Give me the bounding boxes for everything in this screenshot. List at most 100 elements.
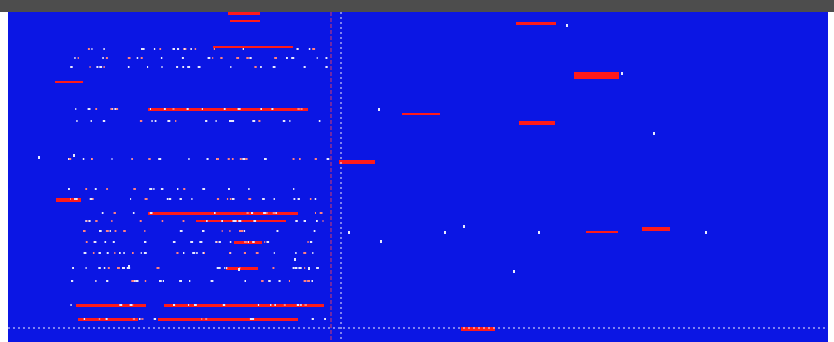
event-dot — [161, 220, 164, 222]
event-dot — [123, 230, 126, 232]
event-dot — [83, 318, 86, 320]
event-dot — [705, 231, 707, 234]
event-dot — [113, 212, 116, 214]
event-dot — [291, 57, 295, 59]
event-dot — [131, 280, 135, 282]
event-dot — [88, 220, 91, 222]
event-dot — [160, 188, 164, 190]
event-dot — [105, 57, 108, 59]
event-dot — [191, 198, 193, 200]
event-dot — [288, 280, 290, 282]
event-dot — [83, 230, 86, 232]
event-dot — [228, 188, 230, 190]
event-dot — [316, 220, 318, 222]
event-dot — [271, 108, 274, 110]
event-dot — [131, 304, 134, 306]
event-dot — [94, 188, 97, 190]
event-dot — [111, 158, 113, 160]
event-dot — [247, 241, 249, 243]
event-dot — [296, 304, 300, 306]
event-segment — [228, 12, 260, 15]
event-dot — [158, 267, 160, 269]
event-dot — [307, 241, 309, 243]
event-dot — [257, 304, 260, 306]
event-dot — [159, 48, 162, 50]
event-dot — [513, 270, 515, 273]
event-dot — [261, 280, 264, 282]
event-dot — [98, 318, 101, 320]
event-segment — [55, 81, 83, 83]
event-dot — [123, 252, 125, 254]
event-dot — [215, 241, 217, 243]
event-dot — [143, 252, 147, 254]
event-dot — [111, 220, 113, 222]
event-dot — [254, 66, 257, 68]
event-dot — [239, 158, 242, 160]
event-segment — [586, 231, 618, 233]
event-dot — [111, 108, 114, 110]
event-dot — [298, 267, 300, 269]
event-segment — [574, 72, 619, 79]
event-dot — [87, 48, 90, 50]
event-dot — [249, 57, 252, 59]
event-dot — [278, 280, 281, 282]
event-dot — [99, 66, 103, 68]
event-dot — [216, 267, 220, 269]
event-dot — [105, 230, 109, 232]
event-dot — [300, 304, 302, 306]
event-dot — [274, 57, 277, 59]
event-dot — [303, 252, 307, 254]
event-dot — [142, 318, 144, 320]
event-dot — [183, 252, 185, 254]
event-dot — [133, 280, 136, 282]
event-dot — [304, 267, 306, 269]
event-dot — [244, 241, 247, 243]
event-dot — [252, 120, 256, 122]
event-dot — [144, 280, 147, 282]
event-dot — [106, 280, 109, 282]
event-dot — [260, 108, 262, 110]
event-dot — [309, 198, 312, 200]
window-bar — [0, 0, 834, 12]
event-dot — [300, 108, 303, 110]
event-dot — [72, 267, 74, 269]
event-segment — [230, 20, 260, 22]
event-dot — [272, 212, 276, 214]
event-dot — [75, 198, 78, 200]
event-dot — [130, 198, 132, 200]
event-dot — [255, 252, 259, 254]
event-dot — [313, 230, 316, 232]
event-dot — [322, 220, 324, 222]
event-dot — [189, 280, 191, 282]
event-dot — [246, 57, 249, 59]
event-dot — [229, 241, 232, 243]
event-dot — [77, 57, 79, 59]
event-segment — [148, 108, 308, 111]
event-dot — [187, 66, 191, 68]
event-dot — [103, 267, 106, 269]
event-dot — [265, 212, 268, 214]
event-dot — [227, 158, 230, 160]
event-dot — [151, 120, 153, 122]
event-dot — [312, 252, 314, 254]
event-dot — [293, 188, 295, 190]
event-dot — [74, 198, 76, 200]
event-dot — [172, 48, 175, 50]
event-dot — [199, 241, 202, 243]
event-dot — [260, 66, 262, 68]
event-dot — [314, 158, 317, 160]
event-dot — [253, 220, 257, 222]
event-dot — [71, 280, 74, 282]
event-dot — [92, 198, 94, 200]
event-dot — [103, 48, 105, 50]
plot-area[interactable] — [8, 12, 828, 342]
event-dot — [142, 48, 145, 50]
event-dot — [135, 280, 139, 282]
event-dot — [192, 252, 196, 254]
event-dot — [153, 48, 156, 50]
event-dot — [160, 57, 163, 59]
event-dot — [272, 66, 276, 68]
event-segment — [519, 121, 555, 125]
event-dot — [308, 48, 311, 50]
event-dot — [162, 280, 164, 282]
